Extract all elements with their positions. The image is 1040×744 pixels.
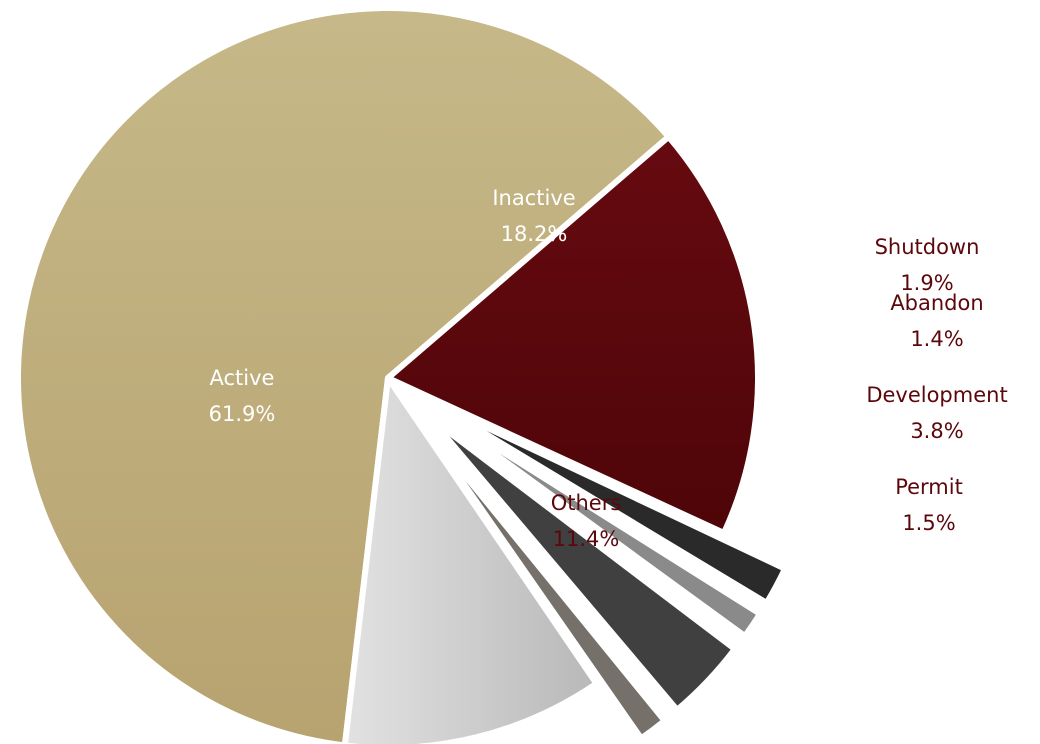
slice-value-others: 11.4% (553, 527, 620, 551)
slice-name-abandon: Abandon (890, 291, 983, 315)
slice-label-active: Active 61.9% (209, 366, 276, 426)
slice-label-inactive: Inactive 18.2% (492, 186, 575, 246)
slice-name-active: Active (210, 366, 275, 390)
slice-label-others: Others 11.4% (551, 491, 622, 551)
slice-name-shutdown: Shutdown (875, 235, 980, 259)
pie-slice-permit (422, 425, 667, 741)
slice-value-active: 61.9% (209, 402, 276, 426)
slice-value-development: 3.8% (910, 419, 963, 443)
slice-name-permit: Permit (895, 475, 963, 499)
slice-label-abandon: Abandon 1.4% (890, 291, 983, 351)
slice-value-inactive: 18.2% (501, 222, 568, 246)
slice-name-inactive: Inactive (492, 186, 575, 210)
pie-slice-inactive (385, 133, 761, 537)
slice-name-development: Development (866, 383, 1007, 407)
pie-slice-active (15, 5, 672, 744)
pie-slice-development (430, 418, 737, 712)
slice-name-others: Others (551, 491, 622, 515)
slice-value-permit: 1.5% (902, 511, 955, 535)
slice-value-abandon: 1.4% (910, 327, 963, 351)
slice-value-shutdown: 1.9% (900, 271, 953, 295)
slice-label-shutdown: Shutdown 1.9% (875, 235, 980, 295)
pie-slice-abandon (436, 410, 762, 638)
pie-slice-shutdown (440, 404, 787, 605)
pie-slice-others (341, 375, 600, 744)
slice-label-permit: Permit 1.5% (895, 475, 963, 535)
slice-label-development: Development 3.8% (866, 383, 1007, 443)
